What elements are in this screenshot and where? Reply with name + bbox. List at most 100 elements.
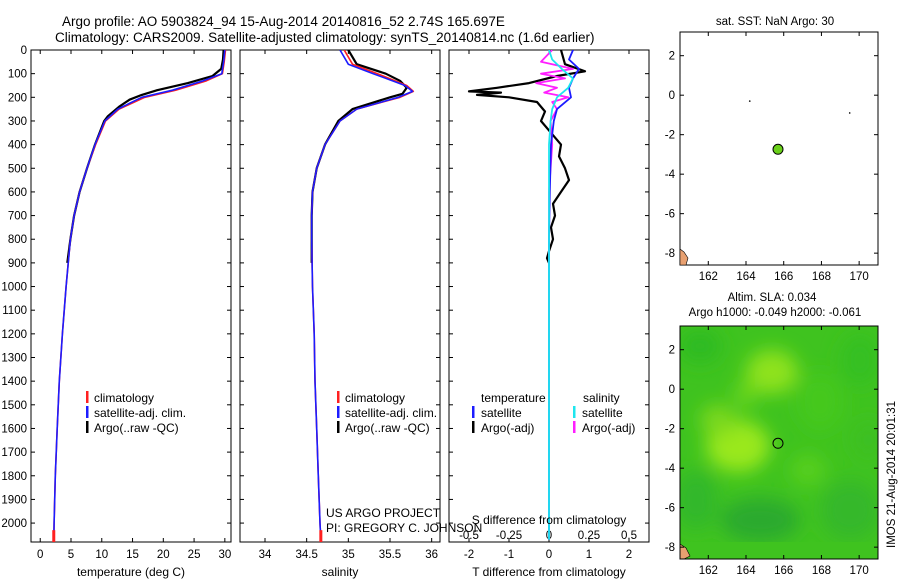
series-group (310, 50, 415, 542)
salinity-panel-frame (239, 49, 441, 543)
project-label: US ARGO PROJECT (326, 506, 441, 520)
difference-line-t-satellite (548, 50, 580, 540)
legend-swatch-t-satellite (472, 406, 475, 418)
s-diff-tick-label: -0.25 (496, 530, 522, 542)
legend-label-argo-raw: Argo(..raw -QC) (345, 421, 430, 435)
depth-tick-label: 800 (8, 234, 27, 246)
x-tick-label: 35 (342, 549, 355, 561)
island-dot (748, 100, 751, 102)
sst-map-y-tick-label: -2 (665, 130, 675, 142)
legend-swatch-s-argo (573, 421, 576, 433)
sla-map-x-tick-label: 168 (812, 565, 831, 577)
figure-title-line1: Argo profile: AO 5903824_94 15-Aug-2014 … (62, 14, 505, 29)
sla-map-y-tick-label: -8 (665, 542, 675, 554)
series-line-climatology (53, 50, 227, 540)
sla-anomaly-cell (796, 372, 844, 432)
depth-tick-label: 1300 (1, 353, 27, 365)
x-tick-label: 34.5 (295, 549, 317, 561)
s-diff-tick-label: -0.5 (459, 530, 479, 542)
legend-swatch-satellite-adj (337, 406, 340, 418)
legend-swatch-climatology (337, 391, 340, 403)
legend-title-temperature: temperature (481, 391, 546, 405)
land-patch (680, 543, 691, 559)
depth-tick-label: 500 (8, 163, 27, 175)
sla-anomaly-cell (680, 470, 718, 530)
x-tick-label: 25 (188, 549, 201, 561)
figure-title-line2: Climatology: CARS2009. Satellite-adjuste… (55, 30, 595, 45)
argo-float-marker (772, 143, 784, 155)
series-line-satellite-adj-clim- (53, 50, 226, 540)
t-diff-tick-label: 0 (546, 549, 552, 561)
sla-anomaly-cell (680, 328, 722, 364)
legend-label-s-satellite: satellite (582, 406, 623, 420)
salinity-xlabel: salinity (322, 565, 359, 579)
salinity-legend: climatology satellite-adj. clim. Argo(..… (337, 391, 437, 435)
pi-label: PI: GREGORY C. JOHNSON (326, 521, 482, 535)
sla-map-y-tick-label: 0 (669, 384, 675, 396)
legend-label-t-argo: Argo(-adj) (481, 421, 534, 435)
difference-line-s-satellite (548, 50, 574, 540)
sla-anomaly-cell (733, 381, 757, 409)
sla-anomaly-cell (720, 498, 800, 542)
series-line-argo-raw-qc- (310, 50, 408, 263)
x-tick-label: 0 (37, 549, 43, 561)
legend-swatch-t-argo (472, 421, 475, 433)
depth-tick-label: 100 (8, 69, 27, 81)
sst-map-x-tick-label: 170 (850, 271, 869, 283)
depth-tick-label: 1100 (2, 305, 27, 317)
difference-legend: temperature salinity satellite Argo(-adj… (472, 391, 635, 435)
legend-label-s-argo: Argo(-adj) (582, 421, 635, 435)
sla-map-x-tick-label: 166 (774, 565, 793, 577)
difference-line-t-argo-adj- (467, 50, 587, 264)
depth-tick-label: 1200 (1, 329, 27, 341)
depth-tick-label: 1500 (1, 400, 27, 412)
sla-anomaly-cell (820, 480, 878, 540)
t-diff-tick-label: 1 (586, 549, 592, 561)
sst-map-x-tick-label: 164 (736, 271, 756, 283)
depth-tick-label: 700 (8, 211, 27, 223)
sla-map-y-tick-label: -4 (665, 463, 676, 475)
sst-map-y-tick-label: -6 (665, 209, 675, 221)
depth-tick-label: 1400 (1, 376, 27, 388)
depth-tick-label: 1700 (1, 447, 27, 459)
t-diff-tick-label: -1 (504, 549, 514, 561)
sst-map-y-tick-label: 0 (669, 90, 675, 102)
land-patch (679, 248, 689, 266)
x-tick-label: 30 (218, 549, 231, 561)
sla-map-x-tick-label: 170 (850, 565, 869, 577)
depth-tick-label: 200 (8, 92, 27, 104)
sla-map-y-tick-label: -2 (665, 424, 675, 436)
legend-label-climatology: climatology (345, 391, 405, 405)
sla-map-title: Altim. SLA: 0.034 (728, 292, 817, 304)
sst-map-x-tick-label: 168 (812, 271, 831, 283)
sst-map-y-tick-label: -8 (665, 248, 675, 260)
temperature-xlabel: temperature (deg C) (77, 565, 185, 579)
sla-heatmap (680, 326, 878, 559)
depth-tick-label: 1900 (1, 494, 27, 506)
sst-map-title: sat. SST: NaN Argo: 30 (716, 16, 834, 28)
depth-tick-label: 300 (8, 116, 27, 128)
sla-anomaly-cell (746, 350, 798, 394)
depth-tick-label: 900 (8, 258, 27, 270)
legend-swatch-satellite-adj (86, 406, 89, 418)
x-tick-label: 15 (126, 549, 139, 561)
sla-field (680, 328, 878, 542)
depth-tick-label: 400 (8, 140, 27, 152)
sla-map-x-tick-label: 162 (699, 565, 718, 577)
sst-map-x-tick-label: 162 (699, 271, 718, 283)
island-dot (848, 112, 851, 114)
legend-label-climatology: climatology (94, 391, 154, 405)
sla-map-x-tick-label: 164 (736, 565, 756, 577)
x-tick-label: 10 (95, 549, 108, 561)
s-diff-tick-label: 0.25 (578, 530, 600, 542)
temperature-legend: climatology satellite-adj. clim. Argo(..… (86, 391, 186, 435)
series-line-climatology (310, 50, 415, 540)
legend-swatch-argo-raw (86, 421, 89, 433)
sla-anomaly-cell (840, 334, 878, 386)
depth-tick-label: 600 (8, 187, 27, 199)
legend-swatch-climatology (86, 391, 89, 403)
depth-tick-label: 1800 (1, 471, 27, 483)
depth-tick-label: 1600 (1, 423, 27, 435)
legend-title-salinity: salinity (583, 391, 620, 405)
